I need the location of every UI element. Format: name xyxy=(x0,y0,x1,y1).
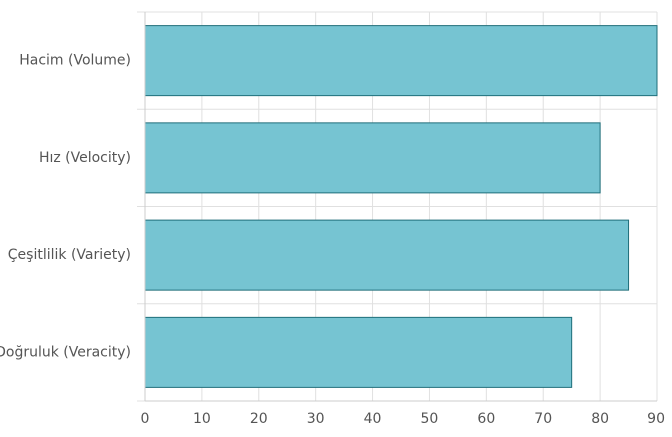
x-tick-label: 10 xyxy=(193,411,211,427)
y-tick-label: Hacim (Volume) xyxy=(19,53,131,69)
axes xyxy=(144,12,657,402)
x-tick-label: 70 xyxy=(534,411,552,427)
y-tick-label: Çeşitlilik (Variety) xyxy=(8,247,131,263)
y-tick-labels: Hacim (Volume) Hız (Velocity) Çeşitlilik (… xyxy=(0,53,131,361)
x-tick-label: 80 xyxy=(591,411,609,427)
x-tick-label: 30 xyxy=(307,411,325,427)
y-tick-label: Doğruluk (Veracity) xyxy=(0,344,131,360)
x-tick-label: 20 xyxy=(250,411,268,427)
x-tick-label: 90 xyxy=(647,411,665,427)
bar xyxy=(144,122,601,194)
y-tick-label: Hız (Velocity) xyxy=(39,150,131,166)
bar xyxy=(144,316,573,388)
bar xyxy=(144,25,658,97)
x-tick-labels: 0 10 20 30 40 50 60 70 80 90 xyxy=(141,411,665,427)
x-tick-label: 40 xyxy=(364,411,382,427)
x-tick-label: 60 xyxy=(477,411,495,427)
x-tick-label: 50 xyxy=(421,411,439,427)
x-tick-label: 0 xyxy=(141,411,150,427)
bar xyxy=(144,219,630,291)
bars xyxy=(144,25,658,388)
